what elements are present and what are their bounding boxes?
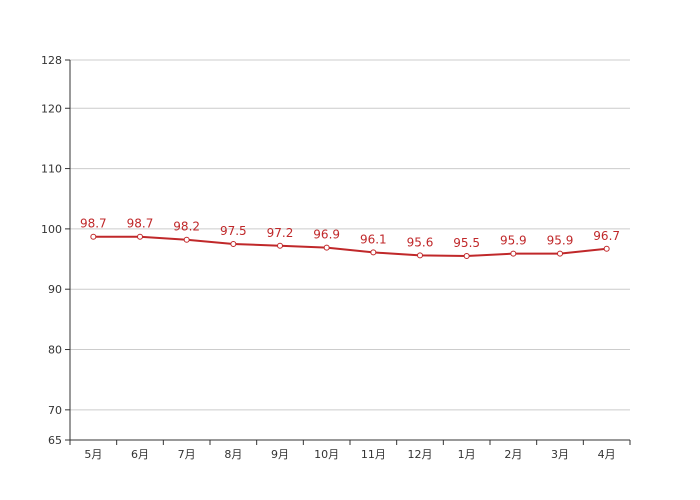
y-tick-label: 110 xyxy=(41,163,62,176)
data-label: 95.6 xyxy=(407,235,434,249)
x-axis-ticks: 5月 6月 7月 8月 9月 10月 11月 12月 1月 2月 3月 4月 xyxy=(69,440,631,461)
data-point xyxy=(417,252,423,259)
data-label: 95.9 xyxy=(547,234,574,248)
data-label: 97.2 xyxy=(267,226,294,240)
y-tick-label: 128 xyxy=(41,54,62,67)
x-tick-label: 11月 xyxy=(361,448,386,461)
x-tick-label: 6月 xyxy=(131,448,149,461)
x-tick-label: 5月 xyxy=(84,448,102,461)
data-point xyxy=(370,249,377,256)
y-axis-ticks: 65 70 80 90 100 110 120 128 xyxy=(41,54,70,447)
data-label: 98.7 xyxy=(127,217,154,231)
data-point xyxy=(90,233,97,240)
data-label: 95.9 xyxy=(500,234,527,248)
series-line xyxy=(93,235,607,258)
data-point xyxy=(277,242,283,249)
y-tick-label: 90 xyxy=(48,283,62,296)
x-tick-label: 10月 xyxy=(314,448,339,461)
data-label: 96.1 xyxy=(360,232,387,246)
x-tick-label: 1月 xyxy=(458,448,476,461)
series-layer xyxy=(90,233,610,260)
x-tick-label: 9月 xyxy=(271,448,289,461)
data-point xyxy=(557,250,563,257)
x-tick-label: 3月 xyxy=(551,448,569,461)
data-label: 98.2 xyxy=(173,220,200,234)
y-tick-label: 70 xyxy=(48,404,62,417)
x-tick-label: 2月 xyxy=(504,448,522,461)
data-label: 97.5 xyxy=(220,224,247,238)
x-tick-label: 8月 xyxy=(224,448,242,461)
data-point xyxy=(183,236,190,243)
data-point xyxy=(603,245,610,252)
data-labels: 98.7 98.7 98.2 97.5 97.2 96.9 96.1 95.6 95.5 95.9… xyxy=(80,217,620,250)
gridlines xyxy=(70,59,630,411)
x-tick-label: 4月 xyxy=(598,448,616,461)
x-tick-label: 12月 xyxy=(408,448,433,461)
data-point xyxy=(230,240,237,247)
y-tick-label: 65 xyxy=(48,434,62,447)
y-tick-label: 120 xyxy=(41,102,62,115)
data-point xyxy=(510,250,517,257)
data-point xyxy=(463,253,470,260)
y-tick-label: 100 xyxy=(41,223,62,236)
data-label: 95.5 xyxy=(453,236,480,250)
data-point xyxy=(323,244,330,251)
data-label: 96.7 xyxy=(593,229,620,243)
data-point xyxy=(137,233,143,240)
x-tick-label: 7月 xyxy=(178,448,196,461)
data-label: 96.9 xyxy=(313,228,340,242)
y-tick-label: 80 xyxy=(48,344,62,357)
data-label: 98.7 xyxy=(80,217,107,231)
